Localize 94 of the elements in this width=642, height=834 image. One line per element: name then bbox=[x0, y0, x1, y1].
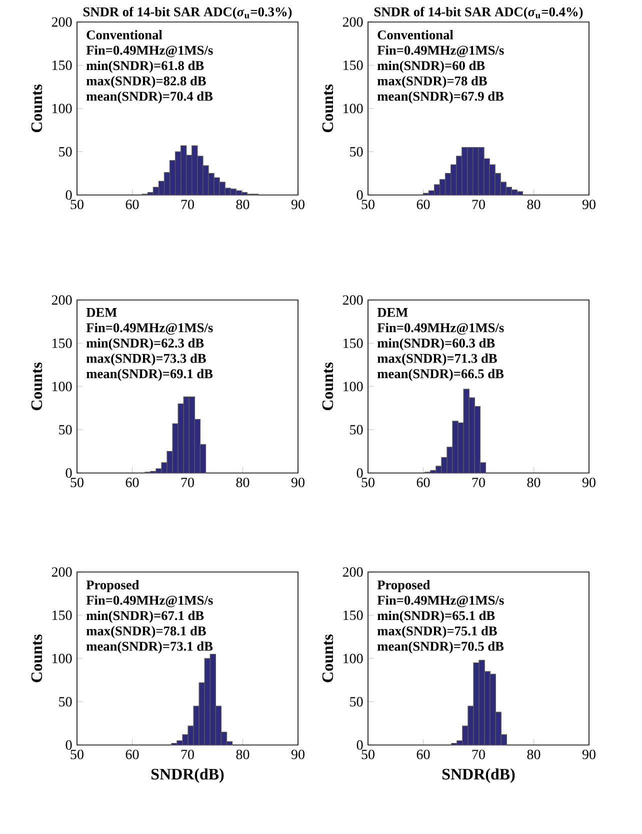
y-axis-title: Counts bbox=[322, 634, 334, 682]
y-tick-label: 0 bbox=[66, 190, 72, 200]
annotation: min(SNDR)=60.3 dB bbox=[377, 338, 495, 350]
x-tick-label: 80 bbox=[527, 750, 540, 760]
y-tick-label: 0 bbox=[356, 468, 363, 478]
annotation: max(SNDR)=78 dB bbox=[377, 76, 487, 88]
y-tick-label: 150 bbox=[344, 610, 363, 620]
y-tick-label: 100 bbox=[52, 654, 72, 664]
annotation: Fin=0.49MHz@1MS/s bbox=[86, 45, 213, 58]
annotation: Conventional bbox=[378, 30, 454, 40]
y-tick-label: 0 bbox=[356, 740, 363, 750]
chart-title: SNDR of 14-bit SAR ADC(σ$_{u}$=0.3%) bbox=[83, 6, 292, 20]
y-tick-label: 0 bbox=[356, 190, 363, 200]
annotation: max(SNDR)=78.1 dB bbox=[86, 626, 206, 638]
y-tick-label: 0 bbox=[66, 468, 72, 478]
y-tick-label: 50 bbox=[59, 425, 72, 434]
x-tick-label: 60 bbox=[126, 200, 139, 210]
x-tick-label: 70 bbox=[472, 200, 485, 210]
y-tick-label: 150 bbox=[52, 610, 72, 620]
y-axis-title: Counts bbox=[322, 362, 334, 410]
y-tick-label: 150 bbox=[52, 60, 72, 70]
y-tick-label: 50 bbox=[350, 425, 363, 434]
x-tick-label: 70 bbox=[181, 750, 194, 760]
annotation: Conventional bbox=[86, 30, 162, 40]
x-tick-label: 70 bbox=[181, 200, 194, 210]
y-tick-label: 100 bbox=[344, 654, 363, 664]
x-tick-label: 60 bbox=[126, 478, 139, 488]
x-tick-label: 90 bbox=[582, 478, 596, 488]
annotation: mean(SNDR)=67.9 dB bbox=[377, 91, 504, 104]
annotation: Fin=0.49MHz@1MS/s bbox=[86, 322, 213, 335]
y-tick-label: 100 bbox=[344, 382, 363, 392]
x-tick-label: 90 bbox=[291, 200, 304, 210]
annotation: max(SNDR)=71.3 dB bbox=[377, 354, 497, 366]
y-tick-label: 100 bbox=[52, 382, 72, 392]
annotation: mean(SNDR)=70.4 dB bbox=[86, 91, 213, 104]
x-tick-label: 90 bbox=[582, 750, 596, 760]
annotation: min(SNDR)=61.8 dB bbox=[86, 60, 204, 73]
y-axis-title: Counts bbox=[31, 362, 42, 410]
x-tick-label: 80 bbox=[527, 200, 540, 210]
y-tick-label: 50 bbox=[59, 147, 72, 156]
x-tick-label: 70 bbox=[472, 750, 485, 760]
x-tick-label: 90 bbox=[582, 200, 596, 210]
annotation: min(SNDR)=67.1 dB bbox=[86, 610, 204, 623]
annotation: DEM bbox=[377, 308, 408, 317]
annotation: Proposed bbox=[377, 580, 430, 592]
y-tick-label: 100 bbox=[344, 104, 363, 114]
x-tick-label: 80 bbox=[236, 478, 250, 488]
y-axis-title: Counts bbox=[31, 84, 42, 132]
y-tick-label: 50 bbox=[350, 147, 363, 156]
chart-title: SNDR of 14-bit SAR ADC(σ$_{u}$=0.4%) bbox=[374, 6, 583, 20]
annotation: Fin=0.49MHz@1MS/s bbox=[377, 322, 504, 335]
y-tick-label: 200 bbox=[52, 567, 72, 577]
x-tick-label: 90 bbox=[291, 750, 304, 760]
annotation: max(SNDR)=82.8 dB bbox=[86, 76, 206, 88]
y-tick-label: 50 bbox=[350, 697, 363, 706]
x-tick-label: 80 bbox=[527, 478, 540, 488]
x-tick-label: 80 bbox=[236, 200, 250, 210]
x-tick-label: 60 bbox=[416, 200, 430, 210]
y-tick-label: 200 bbox=[342, 17, 363, 27]
annotation: mean(SNDR)=69.1 dB bbox=[86, 368, 213, 381]
x-axis-title: SNDR(dB) bbox=[151, 768, 224, 783]
annotation: max(SNDR)=75.1 dB bbox=[377, 626, 497, 638]
y-axis-title: Counts bbox=[322, 84, 334, 132]
x-tick-label: 60 bbox=[416, 750, 430, 760]
x-tick-label: 60 bbox=[416, 478, 430, 488]
annotation: Fin=0.49MHz@1MS/s bbox=[377, 595, 504, 608]
x-tick-label: 90 bbox=[291, 478, 304, 488]
annotation: min(SNDR)=65.1 dB bbox=[377, 610, 495, 623]
x-tick-label: 70 bbox=[181, 478, 194, 488]
x-tick-label: 60 bbox=[126, 750, 139, 760]
annotation: min(SNDR)=62.3 dB bbox=[86, 338, 204, 350]
annotation: mean(SNDR)=66.5 dB bbox=[377, 368, 504, 381]
y-tick-label: 200 bbox=[52, 17, 72, 27]
annotation: Proposed bbox=[86, 580, 140, 592]
y-tick-label: 150 bbox=[344, 338, 363, 348]
y-tick-label: 50 bbox=[59, 697, 72, 706]
y-tick-label: 200 bbox=[342, 567, 363, 577]
annotation: Fin=0.49MHz@1MS/s bbox=[86, 595, 213, 608]
annotation: min(SNDR)=60 dB bbox=[377, 60, 485, 73]
y-tick-label: 150 bbox=[52, 338, 72, 348]
annotation: mean(SNDR)=70.5 dB bbox=[377, 641, 504, 654]
y-tick-label: 100 bbox=[52, 104, 72, 114]
annotation: max(SNDR)=73.3 dB bbox=[86, 354, 206, 366]
y-tick-label: 0 bbox=[66, 740, 72, 750]
y-tick-label: 200 bbox=[342, 295, 363, 305]
y-axis-title: Counts bbox=[31, 634, 42, 682]
y-tick-label: 200 bbox=[52, 295, 72, 305]
x-tick-label: 80 bbox=[236, 750, 250, 760]
annotation: mean(SNDR)=73.1 dB bbox=[86, 641, 213, 654]
x-tick-label: 70 bbox=[472, 478, 485, 488]
x-axis-title: SNDR(dB) bbox=[442, 768, 515, 783]
annotation: Fin=0.49MHz@1MS/s bbox=[377, 45, 504, 58]
y-tick-label: 150 bbox=[344, 60, 363, 70]
annotation: DEM bbox=[86, 308, 117, 317]
